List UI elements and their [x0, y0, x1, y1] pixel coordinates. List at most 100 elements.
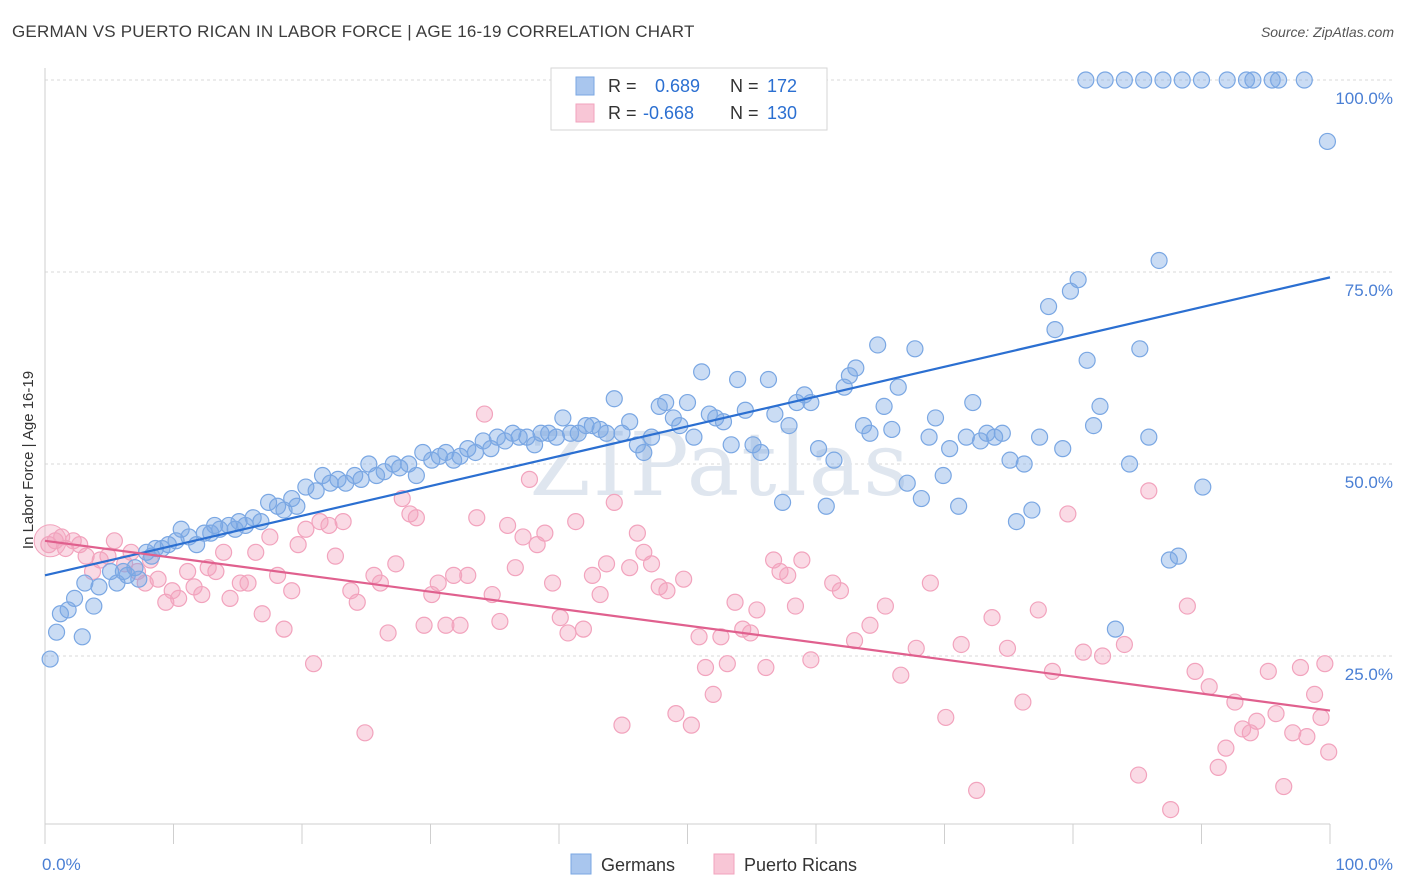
- chart-title: GERMAN VS PUERTO RICAN IN LABOR FORCE | …: [12, 22, 695, 41]
- germans-point: [1077, 71, 1095, 89]
- germans-point: [817, 497, 835, 515]
- germans-point: [459, 440, 477, 458]
- germans-point: [1192, 71, 1211, 89]
- puerto-ricans-swatch: [575, 103, 595, 123]
- stats-legend-frame: [550, 67, 828, 131]
- germans-r-value: 0.689: [655, 76, 700, 96]
- puerto-ricans-point: [1217, 739, 1235, 757]
- puerto-ricans-point: [451, 616, 469, 634]
- puerto-ricans-point: [105, 532, 123, 550]
- germans-point: [597, 424, 616, 442]
- puerto-ricans-point: [149, 570, 167, 588]
- puerto-ricans-point: [1275, 777, 1293, 796]
- germans-point: [288, 497, 306, 515]
- puerto-ricans-point: [690, 628, 708, 646]
- puerto-ricans-point: [1029, 601, 1047, 619]
- germans-point: [869, 336, 887, 354]
- germans-point: [957, 428, 975, 446]
- germans-point: [554, 409, 572, 427]
- puerto-ricans-point: [793, 551, 811, 569]
- germans-point: [875, 397, 893, 415]
- puerto-ricans-point: [1140, 482, 1158, 500]
- puerto-ricans-point: [283, 582, 301, 600]
- puerto-ricans-point: [304, 655, 323, 673]
- puerto-ricans-point: [221, 589, 239, 608]
- grid: [45, 79, 1395, 657]
- germans-point: [391, 459, 409, 477]
- germans-n-label: N =: [730, 76, 759, 96]
- puerto-ricans-point: [1234, 720, 1252, 738]
- puerto-ricans-point: [675, 570, 693, 588]
- puerto-ricans-point: [275, 620, 293, 638]
- puerto-ricans-point: [1129, 766, 1148, 784]
- puerto-ricans-point: [297, 520, 315, 538]
- puerto-ricans-point: [543, 574, 562, 592]
- germans-point: [1154, 71, 1172, 89]
- germans-point: [47, 623, 66, 641]
- germans-point: [1069, 271, 1087, 289]
- germans-point: [76, 574, 94, 592]
- puerto-ricans-point: [1200, 678, 1218, 696]
- puerto-ricans-point: [682, 716, 700, 734]
- puerto-ricans-point: [876, 597, 894, 615]
- puerto-ricans-point: [696, 658, 715, 677]
- germans-point: [367, 466, 386, 485]
- germans-point: [898, 474, 916, 492]
- puerto-ricans-point: [356, 724, 374, 742]
- puerto-ricans-point: [998, 639, 1017, 657]
- puerto-ricans-point: [1267, 704, 1285, 723]
- germans-point: [883, 420, 901, 439]
- puerto-ricans-point: [718, 655, 736, 673]
- y-tick-label: 75.0%: [1345, 281, 1393, 300]
- puerto-ricans-point: [658, 582, 676, 600]
- puerto-ricans-point: [371, 574, 389, 592]
- puerto-ricans-point: [348, 593, 366, 611]
- puerto-ricans-point: [574, 620, 593, 638]
- puerto-ricans-point: [239, 574, 257, 592]
- series-germans-points: [41, 71, 1337, 668]
- puerto-ricans-point: [475, 405, 494, 423]
- y-tick-label: 50.0%: [1345, 473, 1393, 492]
- puerto-ricans-point: [551, 608, 569, 627]
- puerto-ricans-point: [193, 585, 211, 604]
- germans-point: [678, 393, 697, 412]
- germans-point: [847, 359, 865, 377]
- legend-puerto-ricans-label: Puerto Ricans: [744, 855, 857, 875]
- germans-point: [722, 436, 740, 454]
- puerto-ricans-point: [1014, 693, 1032, 711]
- puerto-ricans-point: [771, 562, 789, 581]
- puerto-ricans-point: [1209, 758, 1227, 776]
- germans-point: [90, 578, 108, 596]
- puerto-ricans-point: [311, 512, 329, 531]
- puerto-ricans-point: [802, 651, 820, 669]
- germans-point: [729, 370, 747, 389]
- puerto-ricans-n-label: N =: [730, 103, 759, 123]
- germans-point: [1295, 71, 1313, 89]
- puerto-ricans-point: [170, 589, 188, 608]
- germans-point: [986, 428, 1004, 446]
- germans-point: [1030, 428, 1049, 446]
- puerto-ricans-point: [726, 593, 744, 611]
- puerto-ricans-point: [179, 562, 197, 581]
- germans-point: [1194, 478, 1212, 496]
- germans-point: [926, 409, 945, 427]
- puerto-ricans-point: [379, 624, 397, 642]
- puerto-ricans-point: [1059, 505, 1077, 523]
- puerto-ricans-point: [407, 509, 425, 527]
- puerto-ricans-point: [1298, 728, 1316, 746]
- germans-point: [1263, 71, 1281, 89]
- puerto-ricans-point: [326, 547, 345, 565]
- germans-point: [736, 401, 754, 419]
- germans-swatch: [575, 76, 595, 96]
- germans-point: [352, 470, 370, 488]
- puerto-ricans-point: [520, 470, 539, 488]
- germans-point: [906, 340, 924, 358]
- puerto-ricans-point: [591, 585, 609, 604]
- puerto-ricans-point: [415, 616, 433, 634]
- germans-point: [934, 466, 952, 485]
- germans-point: [1039, 297, 1058, 316]
- puerto-ricans-point: [514, 528, 532, 546]
- puerto-ricans-point: [628, 524, 646, 542]
- germans-point: [1131, 340, 1149, 358]
- puerto-ricans-point: [1284, 724, 1302, 742]
